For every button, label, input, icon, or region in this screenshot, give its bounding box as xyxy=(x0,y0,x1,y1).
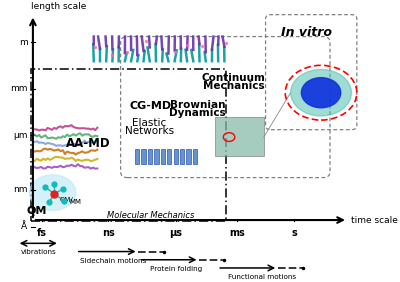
Text: Sidechain motions: Sidechain motions xyxy=(80,257,146,264)
Text: μs: μs xyxy=(170,228,182,238)
Text: Elastic: Elastic xyxy=(132,118,166,128)
Text: CG-MD: CG-MD xyxy=(130,102,172,111)
Text: AA-MD: AA-MD xyxy=(66,137,111,150)
Text: s: s xyxy=(291,228,297,238)
Circle shape xyxy=(29,175,76,210)
Bar xyxy=(193,149,197,164)
Circle shape xyxy=(291,69,352,116)
Bar xyxy=(180,149,184,164)
Bar xyxy=(154,149,158,164)
Text: In vitro: In vitro xyxy=(281,26,332,39)
Text: μm: μm xyxy=(13,131,28,140)
Text: Mechanics: Mechanics xyxy=(202,81,264,91)
Text: Dynamics: Dynamics xyxy=(169,108,226,118)
Bar xyxy=(186,149,191,164)
Text: mm: mm xyxy=(10,84,28,93)
Bar xyxy=(216,117,264,156)
Bar xyxy=(135,149,139,164)
Text: Protein folding: Protein folding xyxy=(150,266,202,272)
Bar xyxy=(174,149,178,164)
Text: MM: MM xyxy=(70,199,82,205)
Text: ms: ms xyxy=(229,228,245,238)
Text: fs: fs xyxy=(37,228,47,238)
Text: QM/: QM/ xyxy=(60,197,74,202)
Bar xyxy=(167,149,172,164)
Text: Molecular Mechanics: Molecular Mechanics xyxy=(107,212,195,221)
Text: Functional motions: Functional motions xyxy=(228,274,296,280)
Text: Continuum: Continuum xyxy=(202,73,265,83)
Text: Brownian: Brownian xyxy=(170,100,225,110)
Circle shape xyxy=(301,78,341,108)
Bar xyxy=(31,69,226,221)
Text: m: m xyxy=(19,38,28,47)
Text: QM: QM xyxy=(26,206,47,215)
Text: time scale: time scale xyxy=(352,215,398,224)
Text: length scale: length scale xyxy=(31,1,86,10)
Text: Å: Å xyxy=(22,222,28,232)
Text: Networks: Networks xyxy=(125,126,174,136)
Text: vibrations: vibrations xyxy=(20,249,56,255)
Text: nm: nm xyxy=(13,186,28,194)
Text: ns: ns xyxy=(102,228,114,238)
Bar xyxy=(148,149,152,164)
Bar xyxy=(141,149,146,164)
Bar xyxy=(161,149,165,164)
